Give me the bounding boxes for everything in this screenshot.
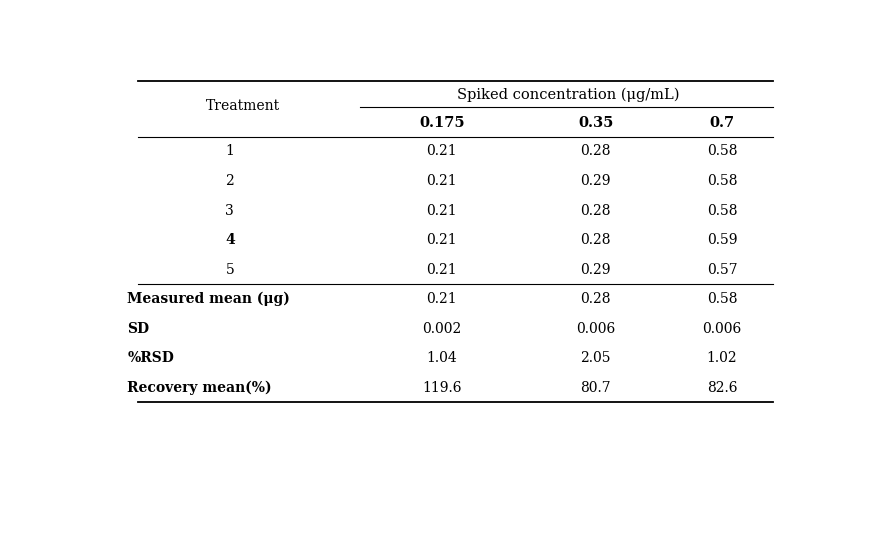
Text: 0.57: 0.57 — [706, 262, 737, 276]
Text: 1.04: 1.04 — [426, 351, 457, 365]
Text: 0.58: 0.58 — [706, 145, 737, 159]
Text: 2: 2 — [226, 174, 235, 188]
Text: 82.6: 82.6 — [706, 381, 737, 395]
Text: 0.28: 0.28 — [580, 233, 611, 247]
Text: 0.21: 0.21 — [427, 174, 457, 188]
Text: 0.21: 0.21 — [427, 145, 457, 159]
Text: SD: SD — [127, 322, 149, 336]
Text: 0.58: 0.58 — [706, 292, 737, 306]
Text: 0.28: 0.28 — [580, 145, 611, 159]
Text: 0.21: 0.21 — [427, 292, 457, 306]
Text: Treatment: Treatment — [206, 99, 280, 113]
Text: 1: 1 — [226, 145, 235, 159]
Text: 0.35: 0.35 — [578, 116, 613, 130]
Text: 0.21: 0.21 — [427, 204, 457, 218]
Text: 0.175: 0.175 — [419, 116, 465, 130]
Text: 5: 5 — [226, 262, 235, 276]
Text: Recovery mean(%): Recovery mean(%) — [127, 381, 272, 395]
Text: 119.6: 119.6 — [422, 381, 461, 395]
Text: 0.006: 0.006 — [576, 322, 616, 336]
Text: 0.21: 0.21 — [427, 233, 457, 247]
Text: 3: 3 — [226, 204, 235, 218]
Text: 80.7: 80.7 — [580, 381, 611, 395]
Text: %RSD: %RSD — [127, 351, 175, 365]
Text: 0.7: 0.7 — [709, 116, 735, 130]
Text: 0.006: 0.006 — [702, 322, 742, 336]
Text: 0.28: 0.28 — [580, 204, 611, 218]
Text: 2.05: 2.05 — [580, 351, 611, 365]
Text: 0.59: 0.59 — [706, 233, 737, 247]
Text: Measured mean (μg): Measured mean (μg) — [127, 292, 290, 306]
Text: 0.58: 0.58 — [706, 204, 737, 218]
Text: 0.002: 0.002 — [422, 322, 461, 336]
Text: 0.29: 0.29 — [580, 174, 611, 188]
Text: Spiked concentration (μg/mL): Spiked concentration (μg/mL) — [457, 87, 679, 102]
Text: 0.28: 0.28 — [580, 292, 611, 306]
Text: 1.02: 1.02 — [706, 351, 737, 365]
Text: 0.58: 0.58 — [706, 174, 737, 188]
Text: 4: 4 — [225, 233, 235, 247]
Text: 0.21: 0.21 — [427, 262, 457, 276]
Text: 0.29: 0.29 — [580, 262, 611, 276]
